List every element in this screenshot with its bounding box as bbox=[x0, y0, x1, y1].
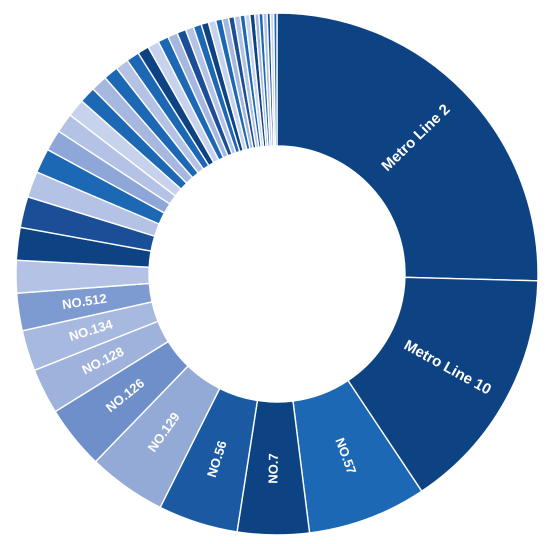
pie-slice bbox=[347, 276, 539, 493]
slice-label: NO.7 bbox=[265, 453, 280, 484]
pie-slice bbox=[272, 12, 278, 147]
chart-slices bbox=[15, 12, 539, 536]
slice-label: NO.512 bbox=[61, 291, 108, 312]
pie-slice bbox=[276, 12, 539, 282]
